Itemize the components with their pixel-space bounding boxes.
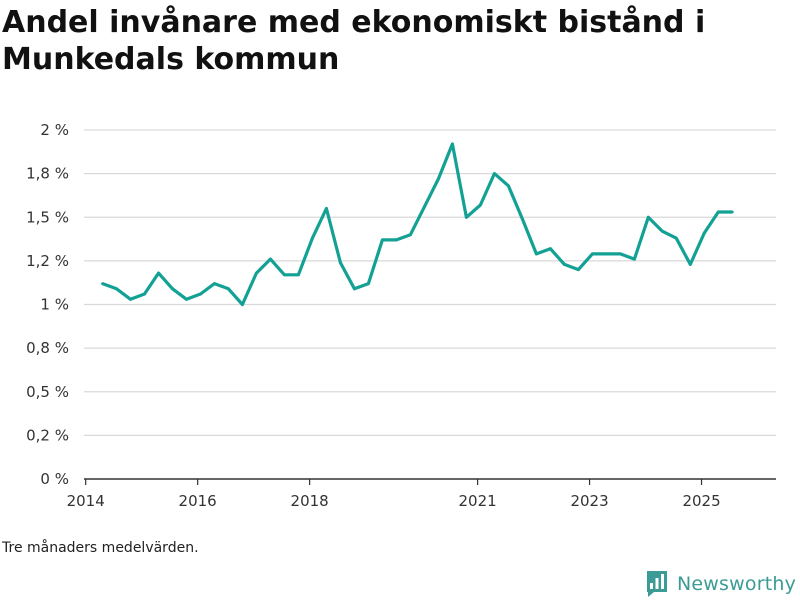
x-tick-label: 2014 (67, 492, 105, 510)
data-point (493, 172, 496, 176)
y-tick-label: 1 % (40, 296, 69, 314)
data-point (241, 303, 244, 306)
x-tick-label: 2021 (458, 492, 496, 510)
data-point (213, 282, 216, 285)
y-axis-tick-labels: 0 % 0,2 % 0,5 % 0,8 % 1 % 1,2 % 1,5 % 1,8 % 2 % (26, 121, 69, 488)
y-tick-label: 0,2 % (26, 426, 69, 444)
data-point (129, 297, 132, 301)
data-point (339, 261, 342, 264)
data-point (674, 236, 678, 240)
data-point (730, 210, 734, 214)
data-point (563, 263, 566, 266)
x-tick-label: 2016 (179, 492, 217, 510)
data-point (688, 263, 692, 266)
data-point (479, 203, 482, 207)
data-point (353, 287, 356, 291)
data-point (702, 231, 706, 235)
data-point (325, 207, 328, 210)
y-tick-label: 2 % (40, 121, 69, 139)
data-point (255, 271, 258, 275)
data-point (646, 215, 650, 219)
data-point (409, 233, 412, 237)
data-point (367, 282, 370, 285)
data-point (143, 292, 146, 296)
y-tick-label: 0,5 % (26, 383, 69, 401)
y-tick-label: 1,8 % (26, 165, 69, 183)
data-point (619, 252, 622, 256)
data-point (577, 268, 580, 271)
brand-logo[interactable]: Newsworthy (645, 570, 796, 598)
data-point (115, 287, 118, 291)
data-point (227, 287, 230, 291)
gridlines (84, 129, 776, 436)
data-point (423, 205, 426, 209)
series-layer (101, 142, 734, 307)
data-point (521, 217, 524, 221)
data-point (535, 252, 538, 256)
newsworthy-logo-icon (647, 571, 667, 597)
x-tick-label: 2018 (291, 492, 329, 510)
data-point (185, 297, 188, 301)
data-point (171, 287, 174, 291)
data-point (311, 236, 314, 240)
chart-title: Andel invånare med ekonomiskt bistånd i … (2, 5, 706, 77)
data-point (633, 257, 636, 261)
data-point (437, 177, 440, 181)
data-point (297, 273, 300, 277)
data-point (451, 142, 454, 146)
y-tick-label: 1,5 % (26, 208, 69, 226)
data-point (101, 282, 104, 285)
series-line (101, 142, 733, 307)
data-point (465, 215, 468, 219)
y-tick-label: 0,8 % (26, 339, 69, 357)
x-axis (84, 478, 776, 485)
data-point (660, 229, 664, 233)
data-point (716, 210, 720, 214)
data-point (549, 247, 552, 251)
data-point (157, 271, 160, 275)
y-tick-label: 0 % (40, 470, 69, 488)
y-tick-label: 1,2 % (26, 252, 69, 270)
data-point (381, 238, 384, 242)
data-point (605, 252, 608, 256)
data-point (199, 292, 202, 296)
data-point (507, 184, 510, 188)
x-tick-label: 2023 (570, 492, 608, 510)
x-axis-tick-labels: 2014 2016 2018 2021 2023 2025 (67, 492, 721, 510)
data-point (283, 273, 286, 277)
data-point (591, 252, 594, 256)
data-point (395, 238, 398, 242)
x-tick-label: 2025 (682, 492, 720, 510)
data-point (269, 257, 272, 261)
brand-name: Newsworthy (677, 573, 797, 595)
footnote: Tre månaders medelvärden. (2, 540, 199, 556)
